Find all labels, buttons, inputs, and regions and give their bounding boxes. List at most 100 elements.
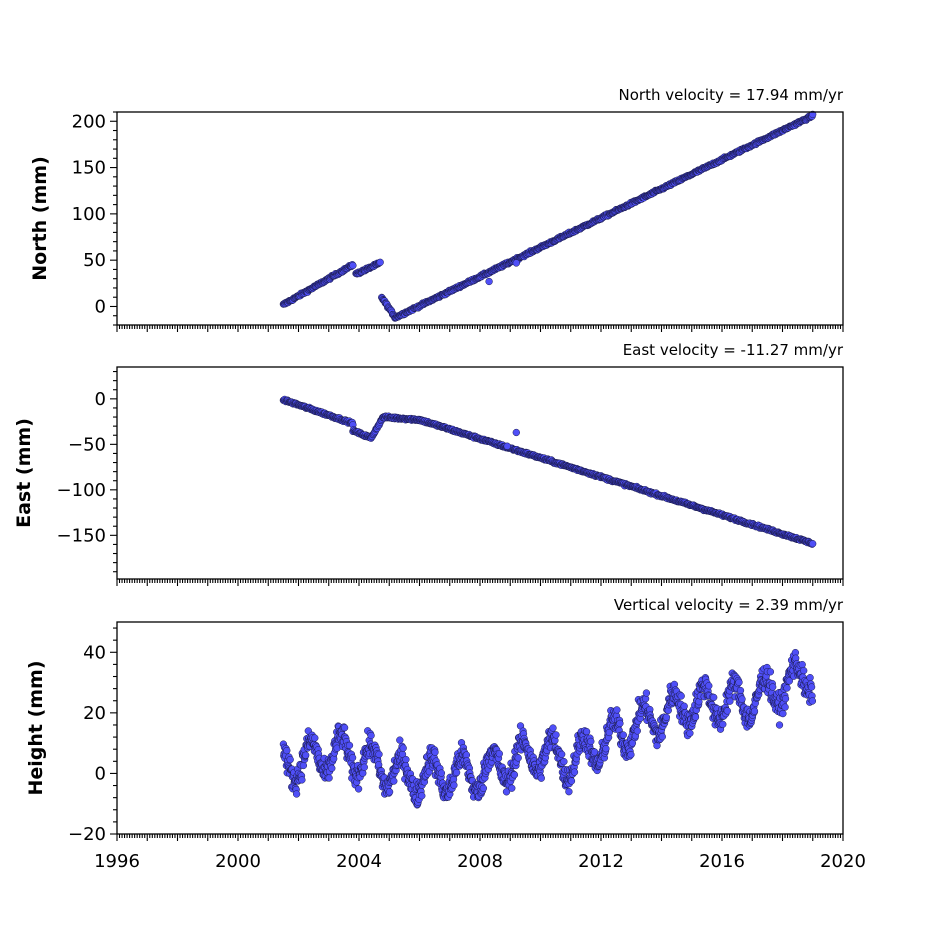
- vertical-data-point: [783, 684, 791, 692]
- vertical-data-point: [719, 720, 727, 728]
- east-data-point: [503, 442, 511, 450]
- vertical-data-point: [510, 771, 519, 779]
- vertical-ytick-label: 0: [95, 763, 106, 784]
- vertical-data-point: [766, 668, 775, 676]
- vertical-data-point: [750, 707, 759, 715]
- xtick-label: 2016: [699, 851, 745, 872]
- vertical-data-point: [560, 757, 568, 766]
- north-data-point: [809, 110, 817, 119]
- east-ytick-label: −150: [57, 525, 106, 546]
- north-data-point: [349, 261, 357, 270]
- vertical-data-point: [385, 788, 394, 796]
- vertical-data-point: [514, 754, 522, 762]
- north-ytick-label: 200: [72, 111, 106, 132]
- vertical-data-point: [633, 727, 641, 735]
- vertical-data-point: [605, 728, 613, 737]
- vertical-ytick-label: 40: [83, 642, 106, 663]
- vertical-data-point: [590, 748, 599, 756]
- vertical-data-point: [710, 693, 718, 702]
- xtick-label: 2004: [336, 851, 382, 872]
- north-data-point: [485, 277, 493, 286]
- north-title: North velocity = 17.94 mm/yr: [619, 86, 844, 104]
- vertical-data-point: [735, 678, 743, 686]
- vertical-data-point: [299, 761, 308, 770]
- vertical-data-point: [396, 736, 404, 744]
- north-data-point: [512, 259, 520, 267]
- north-panel: North velocity = 17.94 mm/yr 0 50 100 150 20…: [29, 86, 844, 332]
- vertical-ytick-label: 20: [83, 703, 106, 724]
- vertical-data-point: [570, 768, 579, 776]
- vertical-data-point: [736, 686, 745, 695]
- height-points: [279, 648, 817, 809]
- vertical-data-point: [769, 683, 777, 691]
- vertical-data-point: [565, 788, 573, 796]
- vertical-data-point: [537, 774, 545, 782]
- vertical-data-point: [325, 774, 333, 782]
- vertical-data-point: [286, 755, 294, 764]
- vertical-data-point: [642, 689, 651, 697]
- east-ytick-label: −100: [57, 480, 106, 501]
- vertical-data-point: [613, 706, 621, 714]
- xtick-label: 2020: [820, 851, 866, 872]
- vertical-data-point: [311, 734, 319, 742]
- vertical-data-point: [582, 727, 591, 736]
- vertical-data-point: [800, 666, 808, 675]
- vertical-data-point: [602, 745, 610, 753]
- vertical-data-point: [552, 731, 560, 739]
- height-ticks: −20 0 20 40 1996 2000 2004 2008 2012 2016 2020: [68, 627, 866, 872]
- vertical-data-point: [508, 784, 516, 792]
- vertical-data-point: [798, 660, 806, 669]
- vertical-data-point: [283, 746, 291, 755]
- east-data-point: [809, 540, 817, 548]
- vertical-data-point: [587, 737, 595, 746]
- east-ytick-label: −50: [68, 434, 106, 455]
- vertical-data-point: [781, 695, 790, 703]
- east-ytick-label: 0: [95, 389, 106, 410]
- vertical-data-point: [658, 733, 666, 741]
- vertical-data-point: [418, 792, 426, 800]
- vertical-data-point: [781, 703, 789, 711]
- east-panel: East velocity = -11.27 mm/yr 0 −50 −100 −15…: [13, 341, 844, 586]
- vertical-data-point: [298, 776, 306, 784]
- vertical-data-point: [340, 724, 349, 732]
- vertical-data-point: [292, 790, 301, 798]
- east-data-point: [512, 428, 520, 437]
- vertical-data-point: [785, 677, 793, 685]
- xtick-label: 2000: [215, 851, 261, 872]
- height-title: Vertical velocity = 2.39 mm/yr: [614, 596, 844, 614]
- vertical-data-point: [779, 709, 787, 718]
- vertical-data-point: [619, 731, 627, 739]
- height-panel: Vertical velocity = 2.39 mm/yr −20 0 20 40 1…: [25, 596, 866, 872]
- east-ylabel: East (mm): [13, 418, 35, 528]
- vertical-data-point: [431, 748, 439, 756]
- north-ylabel: North (mm): [29, 156, 51, 281]
- vertical-data-point: [402, 755, 410, 764]
- vertical-data-point: [807, 683, 816, 691]
- east-points: [279, 395, 817, 548]
- vertical-data-point: [677, 692, 685, 700]
- vertical-data-point: [479, 784, 488, 792]
- vertical-data-point: [558, 750, 566, 758]
- vertical-data-point: [495, 750, 503, 758]
- vertical-data-point: [452, 768, 461, 777]
- vertical-data-point: [723, 707, 731, 715]
- vertical-data-point: [806, 674, 814, 682]
- north-ticks: 0 50 100 150 200: [72, 111, 844, 332]
- north-ytick-label: 0: [95, 296, 106, 317]
- vertical-ytick-label: −20: [68, 824, 106, 845]
- vertical-data-point: [437, 769, 446, 777]
- vertical-data-point: [450, 781, 458, 789]
- vertical-data-point: [686, 729, 694, 737]
- vertical-data-point: [680, 702, 688, 710]
- north-ytick-label: 100: [72, 204, 106, 225]
- vertical-data-point: [775, 721, 784, 729]
- north-points: [279, 110, 817, 322]
- vertical-data-point: [375, 750, 383, 758]
- vertical-data-point: [549, 724, 557, 732]
- east-axes-frame: [116, 366, 844, 580]
- vertical-data-point: [345, 741, 354, 750]
- height-axes-frame: [116, 621, 844, 835]
- vertical-data-point: [662, 713, 671, 721]
- north-data-point: [376, 258, 384, 266]
